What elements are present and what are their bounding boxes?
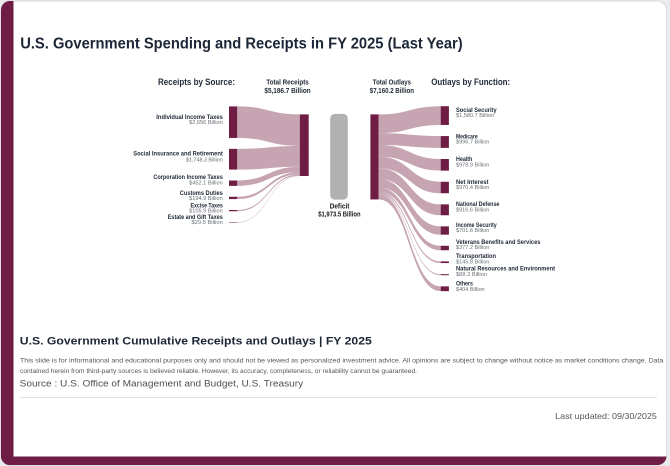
svg-text:Individual Income Taxes: Individual Income Taxes [156,114,223,121]
svg-text:$1,580.7 Billion: $1,580.7 Billion [456,113,494,119]
svg-text:Total Receipts: Total Receipts [266,77,308,86]
svg-text:Corporation Income Taxes: Corporation Income Taxes [153,174,223,181]
svg-text:$452.1 Billion: $452.1 Billion [189,181,223,187]
svg-text:$996.7 Billion: $996.7 Billion [456,140,489,146]
svg-text:$5,186.7 Billion: $5,186.7 Billion [264,86,311,95]
svg-text:$970.4 Billion: $970.4 Billion [456,185,489,191]
svg-text:U.S. Government Spending and R: U.S. Government Spending and Receipts in… [20,36,463,53]
svg-text:This slide is for informationa: This slide is for informational and educ… [20,358,664,365]
svg-text:Social Insurance and Retiremen: Social Insurance and Retirement [133,151,223,158]
svg-text:$404 Billion: $404 Billion [456,287,485,293]
svg-text:Transportation: Transportation [456,253,496,260]
svg-text:Natural Resources and Environm: Natural Resources and Environment [456,265,556,272]
svg-text:Excise Taxes: Excise Taxes [191,203,224,210]
svg-text:Last updated: 09/30/2025: Last updated: 09/30/2025 [555,411,657,421]
svg-text:contained herein from third-pa: contained herein from third-party source… [20,368,417,375]
svg-text:National Defense: National Defense [456,201,500,208]
svg-text:Deficit: Deficit [330,203,350,210]
svg-text:Estate and Gift Taxes: Estate and Gift Taxes [168,214,223,221]
svg-text:$105.9 Billion: $105.9 Billion [189,209,223,215]
svg-text:$2,656 Billion: $2,656 Billion [189,120,223,126]
svg-text:$916.6 Billion: $916.6 Billion [456,207,489,213]
svg-text:Others: Others [456,281,473,288]
svg-text:$7,160.2 Billion: $7,160.2 Billion [370,86,415,95]
svg-text:$377.2 Billion: $377.2 Billion [456,245,489,251]
svg-text:Social Security: Social Security [456,107,497,114]
svg-text:Health: Health [456,156,472,163]
svg-text:$194.9 Billion: $194.9 Billion [189,196,223,202]
svg-text:Receipts by Source:: Receipts by Source: [158,77,235,87]
svg-text:Net Interest: Net Interest [456,179,489,186]
svg-text:$978.9 Billion: $978.9 Billion [456,162,489,168]
svg-text:$88.3 Billion: $88.3 Billion [456,272,487,278]
svg-text:$29.5 Billion: $29.5 Billion [192,220,223,226]
svg-text:Income Security: Income Security [456,222,497,229]
svg-text:$145.8 Billion: $145.8 Billion [456,260,489,266]
svg-text:Customs Duties: Customs Duties [180,190,223,197]
svg-text:Veterans Benefits and Services: Veterans Benefits and Services [456,239,541,246]
svg-text:Medicare: Medicare [456,133,478,140]
svg-text:$1,748.3 Billion: $1,748.3 Billion [186,158,223,164]
svg-text:$701.6 Billion: $701.6 Billion [456,228,489,234]
svg-text:Outlays by Function:: Outlays by Function: [431,77,510,87]
svg-text:Source : U.S. Office of Manage: Source : U.S. Office of Management and B… [20,378,304,388]
svg-text:$1,973.5 Billion: $1,973.5 Billion [318,211,360,218]
svg-text:U.S. Government Cumulative Rec: U.S. Government Cumulative Receipts and … [20,336,372,348]
svg-text:Total Outlays: Total Outlays [373,77,411,86]
